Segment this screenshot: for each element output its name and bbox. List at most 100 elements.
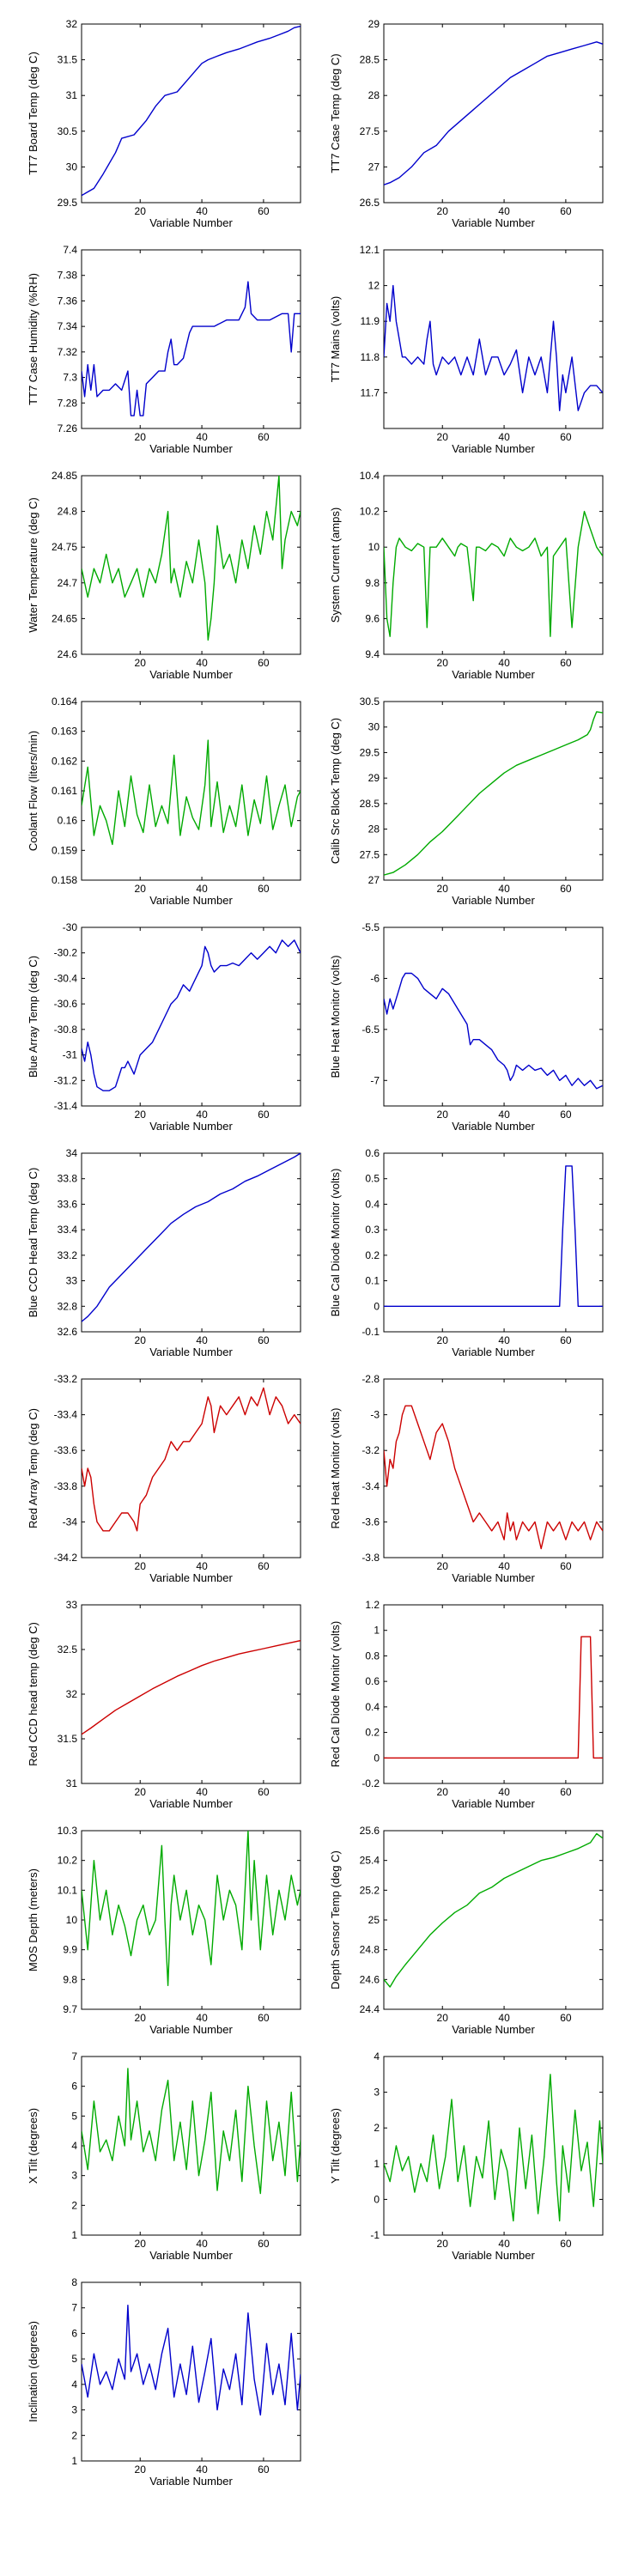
y-tick-label: 9.8 [365, 577, 380, 589]
y-tick-label: 32 [66, 18, 78, 30]
y-tick-label: -3.8 [361, 1552, 380, 1564]
y-tick-label: 0.6 [365, 1147, 380, 1159]
y-tick-label: 28.5 [360, 54, 380, 66]
y-tick-label: 8 [71, 2276, 77, 2288]
x-axis-label: Variable Number [149, 2249, 233, 2262]
y-tick-label: 24.6 [58, 648, 78, 660]
y-tick-label: 12.1 [360, 244, 380, 256]
x-tick-label: 40 [196, 883, 208, 895]
y-tick-label: 0.4 [365, 1198, 380, 1210]
y-tick-label: 25.4 [360, 1855, 380, 1867]
y-tick-label: 33.8 [58, 1173, 78, 1185]
x-axis-label: Variable Number [452, 1346, 535, 1358]
y-tick-label: 32.5 [58, 1643, 78, 1656]
series-line-0 [82, 281, 301, 416]
y-tick-label: 28 [368, 823, 380, 835]
y-tick-label: 7.34 [58, 320, 78, 332]
y-tick-label: 11.9 [361, 315, 380, 327]
x-axis-label: Variable Number [149, 442, 233, 455]
series-line-0 [82, 2304, 301, 2416]
y-tick-label: 30.5 [360, 696, 380, 708]
y-tick-label: 7 [71, 2302, 77, 2314]
x-tick-label: 60 [560, 2238, 572, 2250]
y-tick-label: 11.7 [361, 386, 380, 398]
y-tick-label: 26.5 [360, 197, 380, 209]
plot-frame [383, 701, 604, 881]
y-tick-label: 24.75 [52, 541, 77, 553]
series-line-0 [384, 2074, 603, 2222]
chart-panel-19: -1 0 1 2 3 4 20 40 60 Variable Number Y Tilt (degr… [329, 2050, 604, 2262]
plot-frame [81, 1152, 301, 1333]
y-tick-label: 32 [66, 1688, 78, 1700]
x-axis-label: Variable Number [149, 2475, 233, 2488]
y-tick-label: 0.3 [365, 1224, 380, 1236]
y-tick-label: 34 [66, 1147, 78, 1159]
plot-frame [383, 249, 604, 429]
y-tick-label: 28.5 [360, 798, 380, 810]
x-tick-label: 20 [437, 2238, 449, 2250]
x-axis-label: Variable Number [452, 216, 535, 229]
chart-panel-0: 29.5 30 30.5 31 31.5 32 20 40 60 Variable Number T… [27, 18, 301, 229]
y-tick-label: 24.8 [360, 1944, 380, 1956]
y-tick-label: 25.6 [360, 1825, 380, 1837]
y-tick-label: -31.2 [54, 1074, 78, 1086]
y-tick-label: 0.5 [365, 1173, 380, 1185]
y-tick-label: -33.6 [54, 1444, 78, 1456]
x-tick-label: 20 [437, 2012, 449, 2024]
plot-frame [81, 701, 301, 881]
x-tick-label: 60 [560, 1560, 572, 1572]
series-line-0 [82, 476, 301, 641]
y-tick-label: 27 [368, 161, 380, 173]
y-tick-label: 9.8 [63, 1973, 77, 1985]
y-tick-label: 4 [71, 2140, 77, 2152]
y-tick-label: -0.1 [361, 1326, 380, 1338]
x-tick-label: 20 [135, 657, 147, 669]
y-tick-label: -34 [63, 1516, 78, 1528]
x-tick-label: 20 [135, 431, 147, 443]
y-tick-label: 0.163 [52, 726, 77, 738]
x-tick-label: 60 [560, 205, 572, 217]
x-tick-label: 60 [560, 883, 572, 895]
y-tick-label: 7.4 [63, 244, 77, 256]
x-tick-label: 40 [498, 1334, 510, 1346]
series-line-0 [82, 2068, 301, 2195]
y-tick-label: 33.2 [58, 1249, 78, 1261]
y-tick-label: 7.26 [58, 422, 78, 434]
series-line-0 [82, 25, 301, 197]
y-tick-label: 29 [368, 18, 380, 30]
x-tick-label: 40 [196, 1334, 208, 1346]
y-tick-label: -30.8 [54, 1024, 78, 1036]
x-tick-label: 60 [258, 2012, 270, 2024]
y-tick-label: 30.5 [58, 125, 78, 137]
chart-panel-4: 24.6 24.65 24.7 24.75 24.8 24.85 20 40 60 Variabl… [27, 470, 301, 681]
plot-frame [383, 1378, 604, 1558]
y-tick-label: 7.36 [58, 295, 78, 307]
x-tick-label: 20 [437, 431, 449, 443]
x-tick-label: 40 [498, 205, 510, 217]
y-tick-label: 0.2 [365, 1727, 380, 1739]
y-tick-label: -33.2 [54, 1373, 78, 1385]
series-line-0 [384, 41, 603, 185]
y-axis-label: Depth Sensor Temp (deg C) [329, 1850, 342, 1990]
y-tick-label: 7.32 [58, 346, 78, 358]
x-tick-label: 40 [196, 657, 208, 669]
series-line-0 [384, 284, 603, 411]
x-tick-label: 20 [437, 883, 449, 895]
plot-frame [81, 475, 301, 655]
y-tick-label: 30 [368, 721, 380, 733]
chart-panel-7: 27 27.5 28 28.5 29 29.5 30 30.5 20 40 60 Variable N… [329, 696, 604, 907]
x-tick-label: 60 [560, 1109, 572, 1121]
x-tick-label: 60 [560, 1786, 572, 1798]
x-tick-label: 20 [135, 1786, 147, 1798]
x-tick-label: 60 [258, 1109, 270, 1121]
y-tick-label: -1 [370, 2229, 380, 2241]
x-tick-label: 20 [437, 205, 449, 217]
y-axis-label: Red CCD head temp (deg C) [27, 1622, 39, 1766]
y-axis-label: MOS Depth (meters) [27, 1868, 39, 1971]
y-tick-label: 10.3 [58, 1825, 78, 1837]
plot-frame [383, 1604, 604, 1784]
y-tick-label: -33.8 [54, 1480, 78, 1492]
x-tick-label: 40 [498, 1109, 510, 1121]
y-tick-label: 33 [66, 1275, 78, 1287]
x-tick-label: 20 [437, 657, 449, 669]
